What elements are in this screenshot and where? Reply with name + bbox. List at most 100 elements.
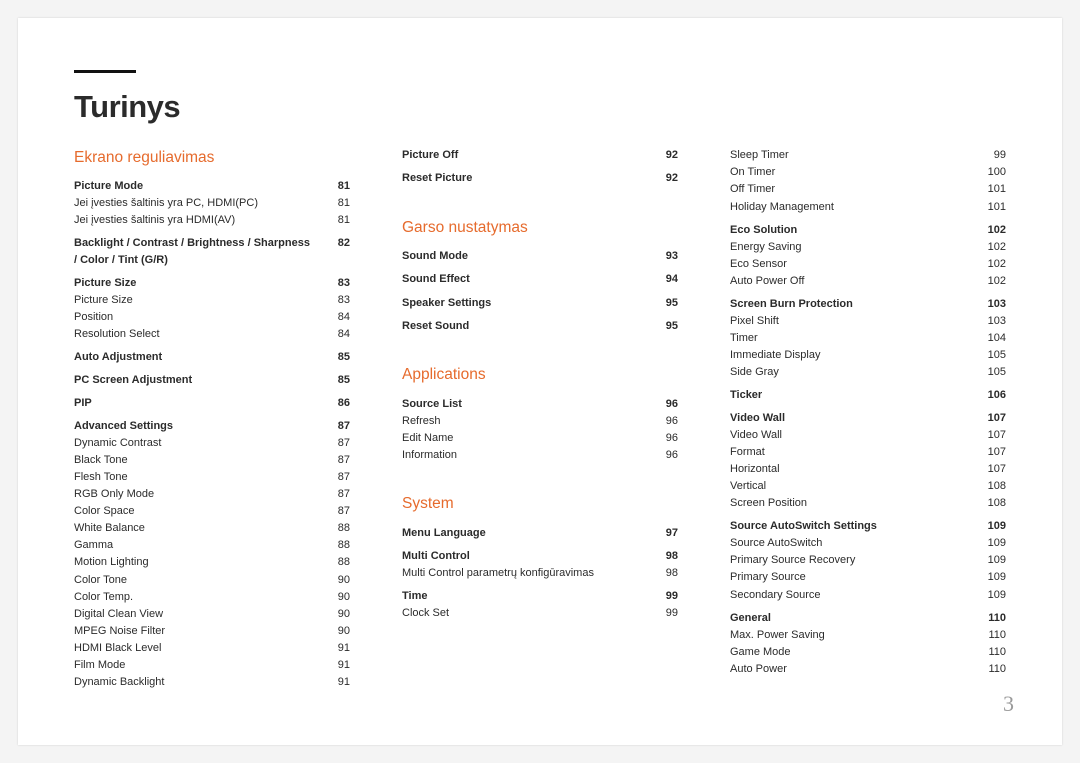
toc-entry[interactable]: Pixel Shift103 — [730, 312, 1006, 329]
toc-group-entry[interactable]: Source AutoSwitch Settings109 — [730, 518, 1006, 535]
toc-entry[interactable]: Motion Lighting88 — [74, 554, 350, 571]
toc-group-entry[interactable]: PIP86 — [74, 395, 350, 412]
toc-group-entry[interactable]: Picture Off92 — [402, 147, 678, 164]
toc-entry[interactable]: Position84 — [74, 308, 350, 325]
toc-entry[interactable]: Format107 — [730, 444, 1006, 461]
toc-group-entry[interactable]: Picture Mode81 — [74, 178, 350, 195]
toc-section-heading[interactable]: Ekrano reguliavimas — [74, 147, 350, 170]
toc-entry[interactable]: Resolution Select84 — [74, 326, 350, 343]
toc-entry-label: Dynamic Backlight — [74, 674, 322, 690]
toc-group-entry[interactable]: Reset Sound95 — [402, 317, 678, 334]
toc-entry[interactable]: Gamma88 — [74, 537, 350, 554]
toc-entry[interactable]: Primary Source Recovery109 — [730, 552, 1006, 569]
toc-entry[interactable]: Dynamic Contrast87 — [74, 435, 350, 452]
toc-entry[interactable]: Vertical108 — [730, 478, 1006, 495]
toc-entry-page: 96 — [650, 396, 678, 412]
toc-entry-label: Screen Position — [730, 495, 978, 511]
toc-group-entry[interactable]: Auto Adjustment85 — [74, 349, 350, 366]
toc-section-heading[interactable]: Garso nustatymas — [402, 217, 678, 240]
toc-entry-page: 84 — [322, 309, 350, 325]
toc-entry[interactable]: Holiday Management101 — [730, 198, 1006, 215]
toc-entry-page: 110 — [978, 627, 1006, 643]
toc-entry[interactable]: White Balance88 — [74, 520, 350, 537]
toc-entry[interactable]: MPEG Noise Filter90 — [74, 622, 350, 639]
toc-entry[interactable]: Sleep Timer99 — [730, 147, 1006, 164]
toc-entry[interactable]: Information96 — [402, 446, 678, 463]
toc-section-heading[interactable]: Applications — [402, 364, 678, 387]
toc-group-entry[interactable]: Menu Language97 — [402, 524, 678, 541]
toc-entry[interactable]: Jei įvesties šaltinis yra HDMI(AV)81 — [74, 212, 350, 229]
toc-entry[interactable]: Digital Clean View90 — [74, 605, 350, 622]
toc-entry[interactable]: Horizontal107 — [730, 461, 1006, 478]
toc-section-heading[interactable]: System — [402, 493, 678, 516]
toc-entry[interactable]: Timer104 — [730, 329, 1006, 346]
toc-entry[interactable]: Secondary Source109 — [730, 586, 1006, 603]
toc-group-entry[interactable]: Reset Picture92 — [402, 170, 678, 187]
toc-entry-page: 86 — [322, 395, 350, 411]
toc-group-entry[interactable]: Time99 — [402, 587, 678, 604]
toc-group-entry[interactable]: Eco Solution102 — [730, 221, 1006, 238]
toc-entry-page: 83 — [322, 275, 350, 291]
toc-entry[interactable]: Multi Control parametrų konfigūravimas98 — [402, 564, 678, 581]
toc-group-entry[interactable]: Picture Size83 — [74, 274, 350, 291]
toc-entry[interactable]: Eco Sensor102 — [730, 255, 1006, 272]
toc-entry-page: 87 — [322, 486, 350, 502]
toc-entry[interactable]: Dynamic Backlight91 — [74, 673, 350, 690]
toc-entry[interactable]: Film Mode91 — [74, 656, 350, 673]
toc-entry-label: Source AutoSwitch — [730, 535, 978, 551]
toc-entry[interactable]: Auto Power Off102 — [730, 272, 1006, 289]
toc-entry[interactable]: Energy Saving102 — [730, 238, 1006, 255]
toc-entry[interactable]: Flesh Tone87 — [74, 469, 350, 486]
toc-entry[interactable]: Jei įvesties šaltinis yra PC, HDMI(PC)81 — [74, 195, 350, 212]
toc-entry[interactable]: Color Space87 — [74, 503, 350, 520]
toc-entry[interactable]: Refresh96 — [402, 412, 678, 429]
toc-entry[interactable]: Game Mode110 — [730, 643, 1006, 660]
toc-entry[interactable]: Primary Source109 — [730, 569, 1006, 586]
toc-entry-label: PC Screen Adjustment — [74, 372, 322, 388]
toc-entry[interactable]: Screen Position108 — [730, 495, 1006, 512]
toc-entry-page: 87 — [322, 452, 350, 468]
toc-group-entry[interactable]: Advanced Settings87 — [74, 418, 350, 435]
toc-group-entry[interactable]: Ticker106 — [730, 387, 1006, 404]
toc-group-entry[interactable]: Source List96 — [402, 395, 678, 412]
toc-entry[interactable]: Source AutoSwitch109 — [730, 535, 1006, 552]
toc-entry-label: Black Tone — [74, 452, 322, 468]
toc-entry-page: 101 — [978, 181, 1006, 197]
toc-entry[interactable]: Off Timer101 — [730, 181, 1006, 198]
toc-entry-label: Motion Lighting — [74, 554, 322, 570]
toc-entry[interactable]: Max. Power Saving110 — [730, 626, 1006, 643]
toc-entry[interactable]: RGB Only Mode87 — [74, 486, 350, 503]
toc-entry-page: 109 — [978, 552, 1006, 568]
toc-entry[interactable]: HDMI Black Level91 — [74, 639, 350, 656]
toc-entry[interactable]: On Timer100 — [730, 164, 1006, 181]
toc-group-entry[interactable]: Sound Effect94 — [402, 271, 678, 288]
toc-group-entry[interactable]: PC Screen Adjustment85 — [74, 372, 350, 389]
toc-entry[interactable]: Black Tone87 — [74, 452, 350, 469]
toc-entry[interactable]: Immediate Display105 — [730, 347, 1006, 364]
toc-entry-page: 87 — [322, 435, 350, 451]
toc-group-entry[interactable]: Backlight / Contrast / Brightness / Shar… — [74, 235, 350, 268]
toc-group-entry[interactable]: Sound Mode93 — [402, 248, 678, 265]
toc-entry[interactable]: Auto Power110 — [730, 660, 1006, 677]
toc-entry[interactable]: Color Tone90 — [74, 571, 350, 588]
toc-group-entry[interactable]: Video Wall107 — [730, 410, 1006, 427]
toc-entry[interactable]: Clock Set99 — [402, 604, 678, 621]
toc-entry-label: HDMI Black Level — [74, 640, 322, 656]
toc-group-entry[interactable]: Multi Control98 — [402, 547, 678, 564]
toc-entry-label: On Timer — [730, 164, 978, 180]
toc-entry-label: Time — [402, 588, 650, 604]
toc-entry-page: 107 — [978, 461, 1006, 477]
toc-entry[interactable]: Color Temp.90 — [74, 588, 350, 605]
page-number: 3 — [1003, 691, 1014, 717]
document-page: Turinys Ekrano reguliavimasPicture Mode8… — [18, 18, 1062, 745]
toc-entry[interactable]: Picture Size83 — [74, 291, 350, 308]
spacer — [402, 187, 678, 197]
toc-entry-page: 95 — [650, 318, 678, 334]
toc-group-entry[interactable]: Speaker Settings95 — [402, 294, 678, 311]
toc-entry-label: Picture Mode — [74, 178, 322, 194]
toc-entry[interactable]: Side Gray105 — [730, 364, 1006, 381]
toc-entry[interactable]: Video Wall107 — [730, 427, 1006, 444]
toc-entry[interactable]: Edit Name96 — [402, 429, 678, 446]
toc-group-entry[interactable]: General110 — [730, 609, 1006, 626]
toc-group-entry[interactable]: Screen Burn Protection103 — [730, 295, 1006, 312]
